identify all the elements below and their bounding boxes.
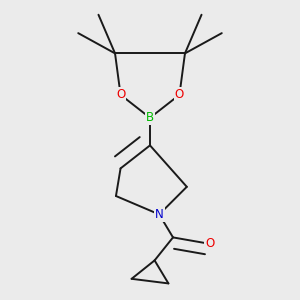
Text: O: O <box>175 88 184 101</box>
Text: N: N <box>155 208 164 221</box>
Text: O: O <box>116 88 125 101</box>
Text: O: O <box>205 237 214 250</box>
Text: B: B <box>146 111 154 124</box>
